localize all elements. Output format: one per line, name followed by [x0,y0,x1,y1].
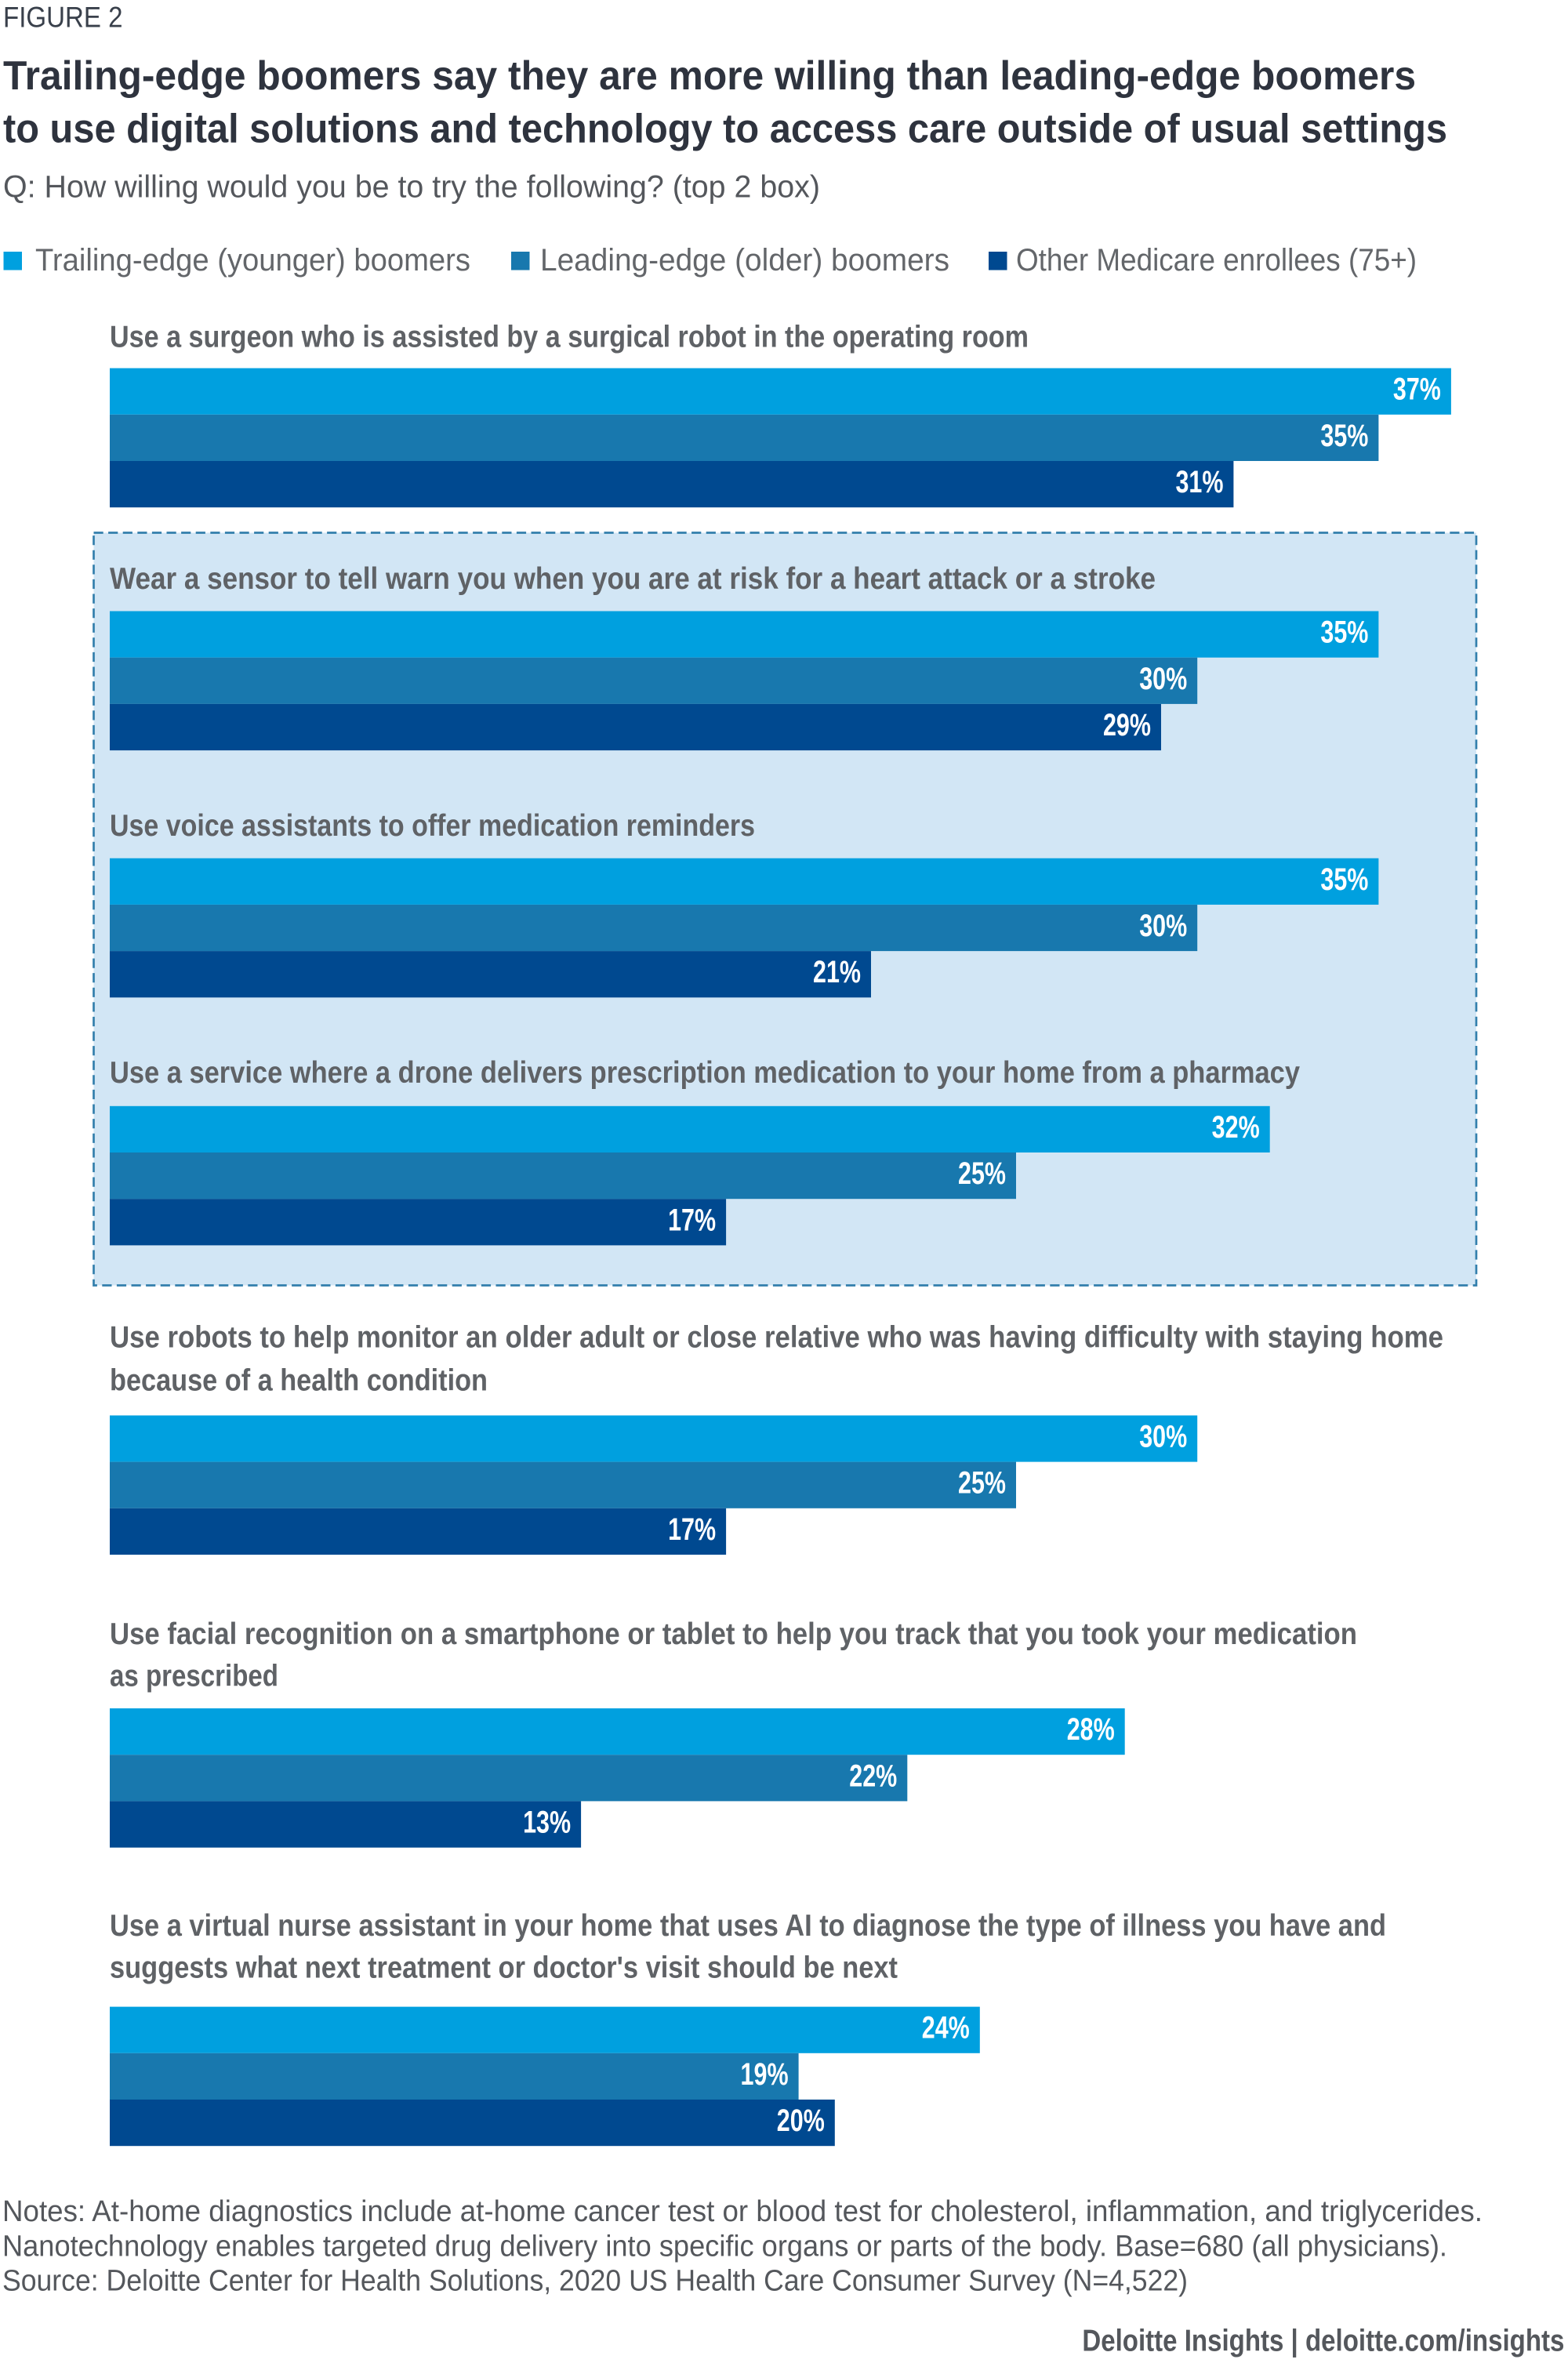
svg-text:Use facial recognition on a sm: Use facial recognition on a smartphone o… [110,1617,1357,1651]
svg-text:suggests what next treatment o: suggests what next treatment or doctor's… [110,1951,898,1985]
svg-text:30%: 30% [1139,1420,1187,1454]
svg-text:FIGURE 2: FIGURE 2 [3,2,123,34]
svg-text:Source: Deloitte Center for He: Source: Deloitte Center for Health Solut… [2,2265,1188,2298]
svg-text:Use a service where a drone de: Use a service where a drone delivers pre… [110,1056,1300,1090]
svg-text:Wear a sensor to tell warn you: Wear a sensor to tell warn you when you … [110,562,1156,596]
svg-text:35%: 35% [1320,419,1368,453]
svg-text:Use robots to help monitor an: Use robots to help monitor an older adul… [110,1321,1443,1355]
svg-text:25%: 25% [958,1466,1006,1501]
svg-text:Other Medicare enrollees (75+): Other Medicare enrollees (75+) [1016,243,1417,278]
svg-text:29%: 29% [1103,708,1151,742]
svg-text:Use a virtual nurse assistant: Use a virtual nurse assistant in your ho… [110,1909,1386,1943]
svg-text:25%: 25% [958,1156,1006,1191]
svg-text:Leading-edge (older) boomers: Leading-edge (older) boomers [540,243,949,278]
svg-text:Use a surgeon who is assisted: Use a surgeon who is assisted by a surgi… [110,320,1029,354]
svg-text:as prescribed: as prescribed [110,1660,278,1693]
svg-text:37%: 37% [1393,372,1441,407]
svg-text:35%: 35% [1320,862,1368,897]
svg-text:31%: 31% [1175,465,1223,499]
svg-text:24%: 24% [922,2011,970,2045]
svg-text:30%: 30% [1139,662,1187,696]
svg-text:21%: 21% [813,955,861,989]
svg-text:Use voice assistants to offer: Use voice assistants to offer medication… [110,809,755,843]
svg-text:17%: 17% [668,1203,716,1237]
svg-text:20%: 20% [777,2103,825,2138]
svg-text:32%: 32% [1212,1110,1260,1145]
svg-text:19%: 19% [741,2057,789,2092]
svg-text:13%: 13% [523,1806,571,1840]
svg-text:17%: 17% [668,1512,716,1547]
svg-text:28%: 28% [1067,1712,1115,1747]
svg-text:Trailing-edge boomers say they: Trailing-edge boomers say they are more … [3,53,1416,99]
svg-text:Nanotechnology enables targete: Nanotechnology enables targeted drug del… [2,2231,1447,2263]
svg-text:because of a health condition: because of a health condition [110,1364,488,1398]
svg-text:to use digital solutions and t: to use digital solutions and technology … [3,107,1447,152]
svg-text:Notes: At-home diagnostics inc: Notes: At-home diagnostics include at-ho… [2,2195,1483,2228]
svg-text:35%: 35% [1320,615,1368,650]
svg-text:Deloitte Insights | deloitte.c: Deloitte Insights | deloitte.com/insight… [1082,2325,1564,2358]
svg-text:Trailing-edge (younger) boomer: Trailing-edge (younger) boomers [35,243,470,278]
svg-text:22%: 22% [849,1759,897,1793]
svg-text:30%: 30% [1139,909,1187,943]
svg-text:Q: How willing would you be to: Q: How willing would you be to try the f… [3,170,820,205]
